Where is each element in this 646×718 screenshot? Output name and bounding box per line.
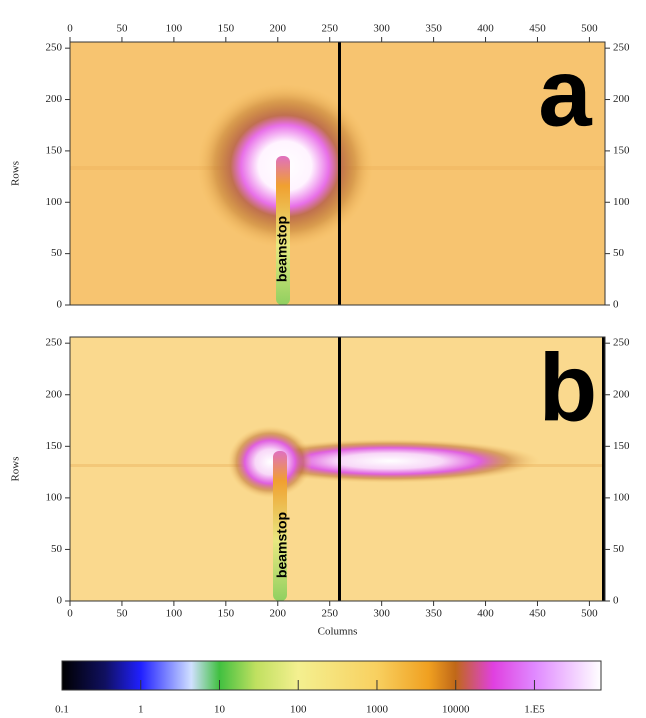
y-tick-label: 100 [46,491,63,503]
x-tick-label: 400 [477,608,494,620]
x-tick-label: 50 [116,608,128,620]
heatmap-b [70,337,605,601]
y-tick-label-right: 200 [613,388,630,400]
colorbar-tick-label: 10 [214,704,226,716]
y-tick-label: 150 [46,440,63,452]
x-tick-label: 250 [321,608,338,620]
panel-label: b [539,334,598,441]
x-tick-label: 250 [321,23,338,35]
y-axis-label: Rows [10,456,22,481]
y-tick-label: 50 [51,247,63,259]
y-tick-label-right: 250 [613,42,630,54]
y-tick-label-right: 0 [613,299,619,311]
colorbar-tick-label: 100 [290,704,307,716]
x-tick-label: 300 [373,608,390,620]
heatmap-a [70,42,605,305]
y-tick-label-right: 100 [613,491,630,503]
annotation: beamstop [274,512,290,578]
y-tick-label: 250 [46,337,63,349]
x-tick-label: 400 [477,23,494,35]
y-tick-label: 150 [46,144,63,156]
y-tick-label: 0 [57,595,63,607]
plot-frame [69,336,606,602]
x-tick-label: 0 [67,608,73,620]
x-tick-label: 450 [529,23,546,35]
x-tick-label: 150 [218,23,235,35]
y-tick-label-right: 150 [613,440,630,452]
x-tick-label: 450 [529,608,546,620]
y-tick-label-right: 250 [613,337,630,349]
panel-label: a [538,39,592,146]
x-tick-label: 100 [166,23,183,35]
colorbar-tick-label: 1 [138,704,144,716]
y-tick-label-right: 200 [613,93,630,105]
x-axis-label: Columns [318,626,358,638]
x-tick-label: 200 [270,608,287,620]
y-tick-label-right: 50 [613,543,625,555]
colorbar-tick-label: 0.1 [55,704,69,716]
x-tick-label: 500 [581,23,598,35]
x-tick-label: 100 [166,608,183,620]
plot-frame [69,41,606,306]
y-tick-label: 250 [46,42,63,54]
x-tick-label: 150 [218,608,235,620]
colorbar-tick-label: 1.E5 [524,704,545,716]
y-tick-label: 200 [46,388,63,400]
y-tick-label-right: 50 [613,247,625,259]
colorbar [61,660,602,691]
y-tick-label-right: 0 [613,595,619,607]
y-tick-label: 100 [46,196,63,208]
x-tick-label: 350 [425,608,442,620]
y-tick-label: 0 [57,299,63,311]
annotation: beamstop [274,216,290,282]
x-tick-label: 50 [116,23,128,35]
x-tick-label: 350 [425,23,442,35]
colorbar-tick-label: 1000 [366,704,389,716]
x-tick-label: 0 [67,23,73,35]
y-tick-label: 50 [51,543,63,555]
y-tick-label-right: 150 [613,144,630,156]
x-tick-label: 300 [373,23,390,35]
y-axis-label: Rows [10,161,22,186]
colorbar-tick-label: 10000 [442,704,470,716]
y-tick-label-right: 100 [613,196,630,208]
x-tick-label: 500 [581,608,598,620]
y-tick-label: 200 [46,93,63,105]
x-tick-label: 200 [270,23,287,35]
